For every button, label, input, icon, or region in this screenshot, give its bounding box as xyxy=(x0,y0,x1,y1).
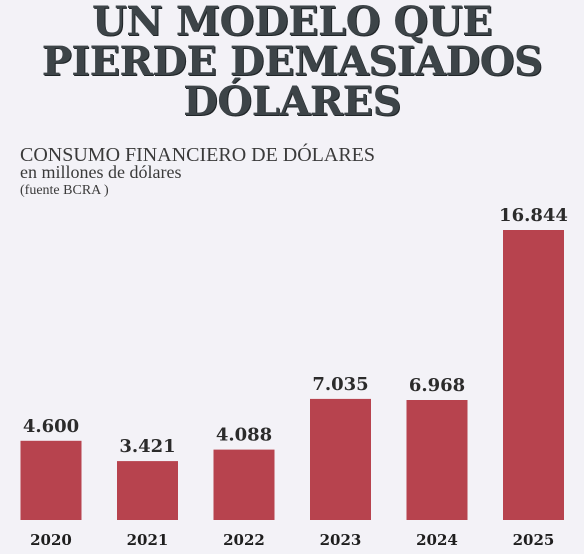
headline-line-3: DÓLARES xyxy=(183,78,401,125)
value-label-2024: 6.968 xyxy=(409,375,465,396)
value-label-2021: 3.421 xyxy=(119,436,175,457)
value-label-2020: 4.600 xyxy=(23,416,79,437)
chart-source: (fuente BCRA ) xyxy=(20,183,109,198)
bar-2024 xyxy=(406,400,468,520)
value-label-2025: 16.844 xyxy=(499,205,568,226)
value-label-2023: 7.035 xyxy=(312,374,368,395)
x-tick-2022: 2022 xyxy=(223,531,265,549)
headline-line-1: UN MODELO QUE xyxy=(91,0,493,45)
x-tick-2021: 2021 xyxy=(127,531,169,549)
x-tick-2025: 2025 xyxy=(513,531,555,549)
chart-title: CONSUMO FINANCIERO DE DÓLARES xyxy=(20,144,376,166)
bar-2021 xyxy=(117,461,178,520)
value-label-2022: 4.088 xyxy=(216,425,272,446)
x-tick-2024: 2024 xyxy=(416,531,458,549)
headline-line-2: PIERDE DEMASIADOS xyxy=(41,38,543,85)
bar-2025 xyxy=(503,230,564,520)
bar-2023 xyxy=(310,398,371,520)
headline: UN MODELO QUE PIERDE DEMASIADOS DÓLARES xyxy=(0,2,584,122)
chart-caption: CONSUMO FINANCIERO DE DÓLARES en millone… xyxy=(20,144,376,199)
bar-2022 xyxy=(213,449,275,520)
chart-units: en millones de dólares xyxy=(20,162,182,182)
bar-2020 xyxy=(20,440,82,520)
x-tick-2020: 2020 xyxy=(30,531,72,549)
x-tick-2023: 2023 xyxy=(320,531,362,549)
